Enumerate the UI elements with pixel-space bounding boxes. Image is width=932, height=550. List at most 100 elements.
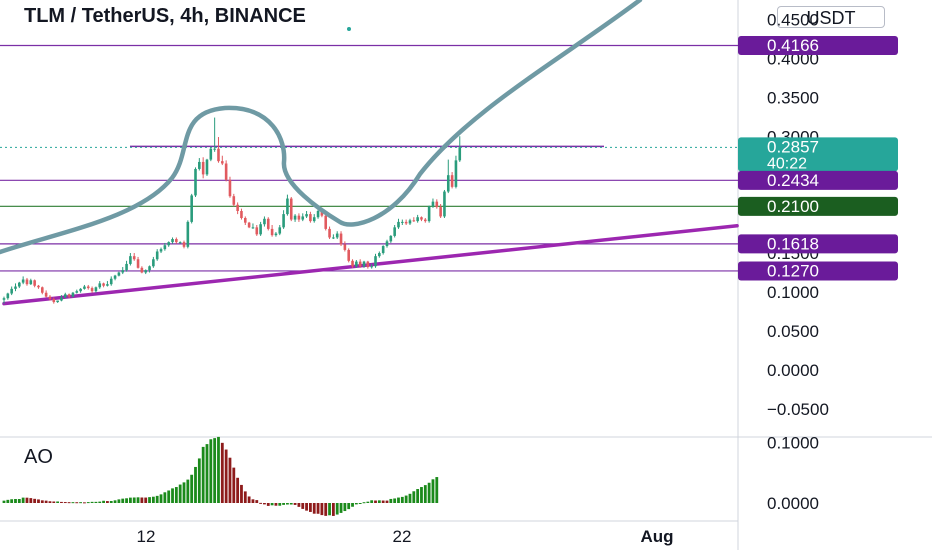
- candle-body: [113, 275, 117, 279]
- candle-body: [144, 270, 148, 273]
- ao-bar: [140, 497, 144, 503]
- ao-bar: [63, 502, 67, 504]
- ao-bar: [213, 438, 217, 503]
- ao-bar: [205, 444, 209, 503]
- candle-body: [109, 278, 113, 285]
- ao-bar: [278, 503, 282, 506]
- ao-bar: [236, 477, 240, 503]
- price-label-badge: [738, 170, 898, 190]
- ao-bar: [351, 503, 354, 507]
- ao-bar: [335, 503, 339, 515]
- ao-bar: [125, 498, 128, 503]
- candle-body: [117, 272, 121, 276]
- candle-body: [10, 288, 13, 294]
- candle-body: [305, 214, 308, 217]
- candle-body: [190, 195, 193, 222]
- ao-bar: [389, 498, 393, 503]
- currency-button[interactable]: USDT: [777, 6, 885, 28]
- chart-marker-dot: [347, 27, 351, 31]
- candle-body: [286, 198, 289, 215]
- ao-bar: [48, 501, 52, 503]
- ao-bar: [377, 500, 381, 503]
- ao-bar: [270, 503, 274, 506]
- candle-body: [335, 233, 339, 238]
- candle-body: [25, 279, 29, 285]
- candle-body: [401, 221, 404, 223]
- ao-bar: [98, 501, 102, 503]
- candle-body: [332, 237, 335, 239]
- candle-body: [301, 216, 305, 220]
- candle-body: [159, 249, 163, 252]
- candle-body: [67, 294, 71, 297]
- candle-body: [163, 245, 167, 250]
- price-label-badge: [738, 137, 898, 172]
- ao-bar: [286, 503, 289, 505]
- ao-bar: [427, 482, 431, 503]
- ao-bar: [56, 501, 60, 503]
- ao-bar: [243, 491, 247, 503]
- candle-body: [52, 298, 56, 303]
- ao-bar: [408, 493, 412, 503]
- candle-body: [121, 270, 125, 273]
- candle-body: [198, 161, 201, 169]
- ao-bar: [347, 503, 351, 510]
- ao-bar: [17, 499, 21, 503]
- candle-body: [14, 286, 17, 289]
- candle-body: [408, 220, 412, 224]
- ao-bar: [381, 500, 385, 503]
- ao-bar: [102, 500, 105, 503]
- candle-body: [263, 218, 266, 225]
- ao-bar: [86, 502, 90, 504]
- candle-body: [320, 210, 324, 216]
- price-label-badge: [738, 234, 898, 254]
- ao-bar: [247, 496, 251, 503]
- ao-bar: [113, 500, 117, 503]
- trend-line: [2, 224, 739, 306]
- ao-bar: [282, 503, 285, 505]
- candle-body: [397, 221, 400, 228]
- price-label-text: 0.2857: [767, 137, 819, 156]
- ao-bar: [228, 457, 232, 503]
- candle-body: [175, 239, 178, 243]
- price-label-badge: [738, 35, 898, 55]
- ao-bar: [263, 503, 266, 505]
- ao-bar: [155, 495, 159, 503]
- candle-body: [443, 191, 446, 217]
- candle-body: [182, 242, 186, 247]
- price-label-text: 0.2434: [767, 171, 819, 190]
- candle-body: [71, 292, 75, 297]
- price-label-text: 0.4166: [767, 36, 819, 55]
- ao-bar: [37, 499, 40, 503]
- candle-body: [381, 246, 385, 254]
- ao-bar: [6, 499, 10, 503]
- ao-bar: [201, 446, 205, 503]
- candle-body: [378, 253, 381, 257]
- candle-body: [358, 261, 362, 267]
- ao-bar: [194, 466, 197, 503]
- price-label-text: 0.1618: [767, 234, 819, 253]
- candle-body: [236, 204, 239, 211]
- ao-bar: [128, 497, 132, 503]
- ao-bar: [301, 503, 305, 509]
- ao-bar: [339, 503, 343, 513]
- candle-body: [240, 210, 243, 218]
- ao-bar: [412, 491, 416, 503]
- candle-body: [152, 259, 155, 267]
- ao-bar: [397, 497, 400, 503]
- ao-bar: [420, 487, 423, 503]
- ao-bar: [186, 479, 190, 503]
- candle-body: [420, 217, 423, 220]
- ao-bar: [60, 501, 63, 503]
- candle-body: [393, 227, 396, 236]
- ao-bar: [121, 498, 125, 503]
- ao-bar: [320, 503, 324, 516]
- ao-bar: [10, 499, 14, 503]
- candle-body: [309, 214, 312, 222]
- candle-body: [217, 148, 220, 162]
- candle-body: [29, 280, 33, 285]
- candle-body: [18, 282, 21, 287]
- candle-body: [259, 224, 262, 235]
- candle-body: [83, 286, 86, 289]
- ao-bar: [400, 496, 404, 503]
